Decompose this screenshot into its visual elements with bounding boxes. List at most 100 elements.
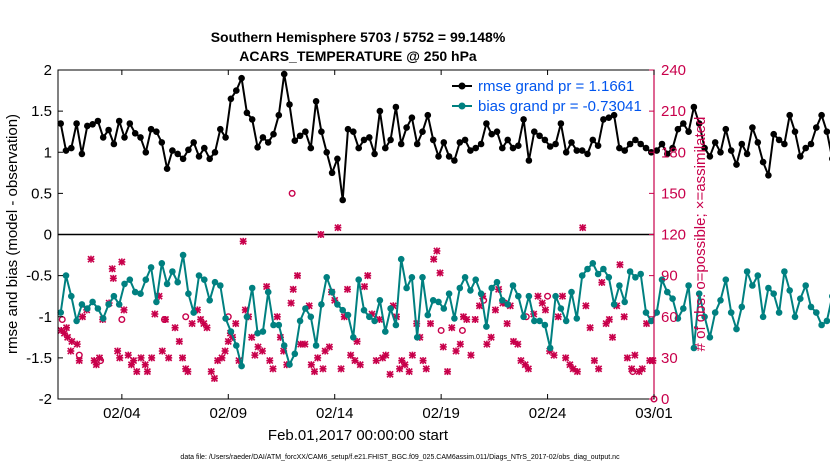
bias-point: [211, 278, 219, 286]
rmse-point: [722, 125, 730, 133]
rmse-point: [397, 140, 405, 148]
rmse-point: [110, 140, 118, 148]
bias-point: [169, 268, 176, 275]
obs-assimilated-point: [524, 365, 532, 373]
rmse-point: [286, 101, 293, 108]
rmse-point: [743, 150, 751, 158]
obs-assimilated-point: [471, 315, 479, 324]
rmse-point: [770, 130, 777, 138]
rmse-point: [765, 172, 772, 179]
bias-point: [254, 329, 261, 337]
rmse-point: [169, 147, 176, 154]
bias-point: [339, 306, 347, 314]
obs-assimilated-point: [372, 357, 380, 365]
bias-point: [536, 317, 543, 325]
bias-point: [153, 298, 160, 306]
bias-point: [488, 284, 496, 292]
bias-point: [350, 334, 357, 341]
y-tick-label: -1: [39, 309, 52, 326]
obs-assimilated-point: [452, 347, 460, 355]
bias-point: [222, 315, 229, 322]
rmse-point: [142, 149, 150, 156]
rmse-point: [318, 128, 325, 135]
obs-assimilated-point: [210, 374, 219, 383]
bias-point: [206, 297, 213, 304]
obs-assimilated-point: [475, 302, 484, 310]
obs-possible-point: [437, 326, 445, 334]
bias-point: [131, 288, 139, 296]
bias-point: [781, 268, 788, 275]
bias-point: [355, 276, 363, 284]
bias-point: [520, 313, 527, 321]
rmse-point: [99, 134, 107, 141]
obs-assimilated-point: [598, 278, 606, 287]
bias-point: [84, 305, 91, 312]
obs-assimilated-point: [307, 361, 315, 369]
rmse-point: [259, 134, 267, 141]
obs-assimilated-point: [386, 370, 394, 378]
rmse-point: [584, 150, 591, 158]
obs-possible-point: [160, 315, 168, 323]
rmse-point: [366, 134, 373, 141]
obs-assimilated-point: [631, 351, 639, 359]
obs-assimilated-point: [310, 368, 319, 376]
rmse-point: [376, 107, 384, 115]
rmse-point: [360, 136, 368, 144]
rmse-point: [217, 125, 224, 133]
obs-assimilated-point: [582, 302, 590, 310]
obs-assimilated-point: [623, 354, 631, 362]
obs-assimilated-point: [114, 347, 122, 355]
obs-possible-point: [544, 292, 552, 300]
bias-point: [408, 274, 416, 281]
obs-assimilated-point: [293, 272, 302, 280]
bias-point: [270, 321, 277, 329]
rmse-point: [57, 120, 64, 127]
rmse-point: [350, 128, 357, 135]
bias-point: [743, 268, 751, 275]
rmse-point: [568, 139, 575, 146]
bias-point: [600, 265, 607, 273]
y-tick-label: -2: [39, 391, 52, 408]
rmse-point: [536, 132, 543, 140]
y2-tick-label: 150: [661, 185, 686, 202]
rmse-point: [546, 143, 554, 150]
y-tick-label: 2: [44, 62, 52, 79]
rmse-point: [690, 103, 698, 111]
obs-assimilated-point: [541, 306, 550, 314]
rmse-point: [323, 149, 331, 156]
rmse-point: [435, 153, 442, 160]
obs-assimilated-point: [608, 333, 617, 341]
rmse-point: [701, 144, 708, 152]
rmse-point: [504, 136, 512, 144]
obs-assimilated-point: [360, 283, 369, 291]
rmse-point: [201, 144, 208, 152]
obs-assimilated-point: [401, 361, 409, 369]
rmse-point: [637, 140, 644, 148]
rmse-point: [493, 128, 501, 135]
legend-rmse-marker: [458, 82, 466, 90]
rmse-point: [738, 140, 746, 148]
obs-assimilated-point: [439, 343, 447, 351]
rmse-point: [653, 147, 660, 154]
bias-point: [552, 292, 559, 300]
y2-tick-label: 90: [661, 268, 678, 285]
y-tick-label: 1: [44, 144, 52, 161]
bias-point: [690, 344, 698, 352]
obs-assimilated-point: [273, 313, 281, 321]
bias-point: [78, 301, 86, 308]
obs-assimilated-point: [503, 320, 511, 328]
bias-point: [499, 297, 506, 304]
bias-point: [195, 272, 203, 279]
rmse-point: [680, 120, 687, 127]
y2-tick-label: 30: [661, 350, 678, 367]
rmse-point: [227, 95, 235, 103]
obs-assimilated-point: [487, 333, 495, 341]
obs-assimilated-point: [109, 274, 117, 282]
rmse-point: [296, 132, 304, 140]
obs-assimilated-point: [165, 354, 173, 362]
bias-point: [57, 309, 64, 316]
bias-point: [637, 270, 644, 278]
obs-assimilated-point: [258, 347, 266, 355]
obs-assimilated-point: [382, 351, 390, 359]
obs-assimilated-point: [62, 324, 71, 332]
